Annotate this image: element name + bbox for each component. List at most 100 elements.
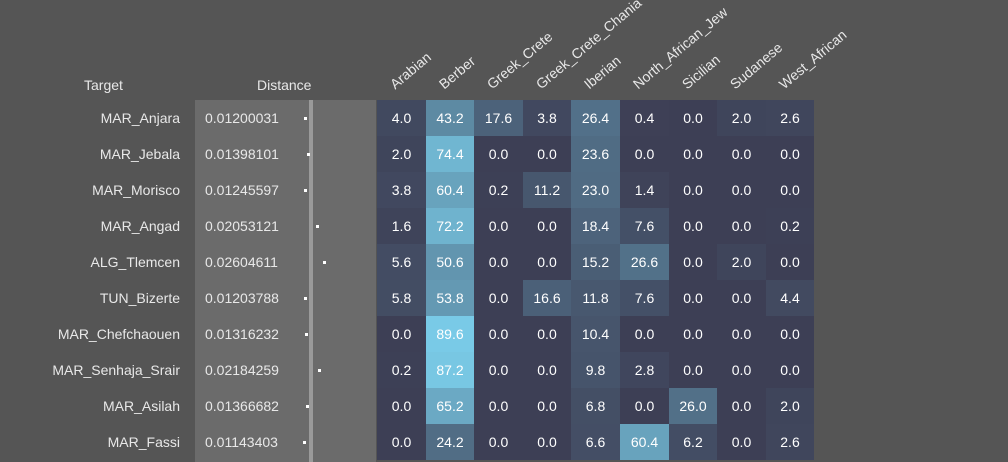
heatmap-cell: 0.0 — [377, 388, 426, 424]
distance-marker — [304, 189, 307, 192]
heatmap-cell: 23.0 — [571, 172, 620, 208]
row-label: MAR_Fassi — [107, 434, 180, 450]
distance-panel — [195, 100, 376, 462]
heatmap-cell: 72.2 — [426, 208, 474, 244]
heatmap-cell: 0.0 — [523, 208, 571, 244]
heatmap-cell: 2.0 — [377, 136, 426, 172]
column-label: Berber — [435, 52, 478, 92]
heatmap-cell: 0.2 — [766, 208, 814, 244]
distance-column-header: Distance — [257, 77, 312, 93]
heatmap-cell: 0.0 — [474, 280, 523, 316]
distance-marker — [316, 225, 319, 228]
heatmap-cell: 1.4 — [620, 172, 669, 208]
heatmap-cell: 65.2 — [426, 388, 474, 424]
heatmap-cell: 17.6 — [474, 100, 523, 136]
heatmap-cell: 0.0 — [717, 208, 766, 244]
heatmap-cell: 16.6 — [523, 280, 571, 316]
distance-marker — [303, 441, 306, 444]
heatmap-cell: 60.4 — [620, 424, 669, 460]
distance-value: 0.02053121 — [205, 218, 279, 234]
distance-marker — [304, 117, 307, 120]
distance-value: 0.01398101 — [205, 146, 279, 162]
row-label: TUN_Bizerte — [99, 290, 180, 306]
distance-value: 0.02184259 — [205, 362, 279, 378]
distance-marker — [305, 333, 308, 336]
heatmap-cell: 0.0 — [523, 388, 571, 424]
heatmap-cell: 6.8 — [571, 388, 620, 424]
heatmap-cell: 0.0 — [669, 316, 717, 352]
heatmap-cell: 0.0 — [474, 136, 523, 172]
heatmap-cell: 0.0 — [717, 136, 766, 172]
heatmap-cell: 26.0 — [669, 388, 717, 424]
heatmap-cell: 0.0 — [669, 352, 717, 388]
column-label: Sudanese — [726, 39, 786, 92]
heatmap-cell: 18.4 — [571, 208, 620, 244]
heatmap-cell: 4.4 — [766, 280, 814, 316]
heatmap-cell: 0.0 — [669, 172, 717, 208]
heatmap-cell: 2.0 — [717, 100, 766, 136]
heatmap-cell: 0.0 — [474, 424, 523, 460]
heatmap-cell: 26.4 — [571, 100, 620, 136]
heatmap-cell: 11.2 — [523, 172, 571, 208]
heatmap-cell: 0.0 — [717, 352, 766, 388]
heatmap-cell: 60.4 — [426, 172, 474, 208]
heatmap-cell: 0.0 — [523, 244, 571, 280]
row-label: MAR_Chefchaouen — [57, 326, 180, 342]
distance-marker — [318, 369, 321, 372]
heatmap-cell: 6.6 — [571, 424, 620, 460]
heatmap-cell: 10.4 — [571, 316, 620, 352]
distance-value: 0.01203788 — [205, 290, 279, 306]
heatmap-cell: 11.8 — [571, 280, 620, 316]
heatmap-cell: 87.2 — [426, 352, 474, 388]
heatmap-cell: 50.6 — [426, 244, 474, 280]
heatmap-cell: 53.8 — [426, 280, 474, 316]
distance-axis-line — [309, 100, 313, 462]
distance-value: 0.01143403 — [205, 434, 278, 450]
heatmap-cell: 5.8 — [377, 280, 426, 316]
heatmap-cell: 0.2 — [474, 172, 523, 208]
heatmap-cell: 3.8 — [377, 172, 426, 208]
heatmap-cell: 2.6 — [766, 100, 814, 136]
heatmap-cell: 5.6 — [377, 244, 426, 280]
column-label: Sicilian — [678, 51, 723, 92]
distance-marker — [323, 261, 326, 264]
heatmap-cell: 0.2 — [377, 352, 426, 388]
heatmap-cell: 23.6 — [571, 136, 620, 172]
heatmap-cell: 89.6 — [426, 316, 474, 352]
heatmap-cell: 15.2 — [571, 244, 620, 280]
column-label: Iberian — [581, 52, 625, 92]
heatmap-cell: 7.6 — [620, 280, 669, 316]
heatmap-cell: 6.2 — [669, 424, 717, 460]
heatmap-cell: 0.0 — [717, 316, 766, 352]
heatmap-cell: 0.0 — [717, 424, 766, 460]
heatmap-cell: 0.0 — [377, 424, 426, 460]
heatmap-cell: 0.0 — [474, 316, 523, 352]
heatmap-cell: 0.0 — [523, 352, 571, 388]
distance-marker — [306, 405, 309, 408]
row-label: ALG_Tlemcen — [90, 254, 180, 270]
heatmap-cell: 0.0 — [523, 136, 571, 172]
column-label: West_African — [775, 26, 850, 92]
heatmap-cell: 0.0 — [669, 244, 717, 280]
heatmap-cell: 2.0 — [717, 244, 766, 280]
heatmap-cell: 26.6 — [620, 244, 669, 280]
heatmap-cell: 0.0 — [766, 244, 814, 280]
heatmap-cell: 0.0 — [669, 208, 717, 244]
heatmap-cell: 2.6 — [766, 424, 814, 460]
row-label: MAR_Asilah — [102, 398, 180, 414]
heatmap-cell: 0.0 — [766, 136, 814, 172]
heatmap-cell: 0.0 — [766, 352, 814, 388]
row-label: MAR_Senhaja_Srair — [52, 362, 180, 378]
heatmap-cell: 0.0 — [669, 280, 717, 316]
heatmap-cell: 0.0 — [669, 136, 717, 172]
heatmap-cell: 0.0 — [717, 388, 766, 424]
heatmap-cell: 24.2 — [426, 424, 474, 460]
heatmap-cell: 0.0 — [620, 136, 669, 172]
heatmap-cell: 2.8 — [620, 352, 669, 388]
heatmap-cell: 1.6 — [377, 208, 426, 244]
heatmap-cell: 74.4 — [426, 136, 474, 172]
distance-value: 0.01366682 — [205, 398, 279, 414]
row-label: MAR_Anjara — [100, 110, 180, 126]
heatmap-cell: 9.8 — [571, 352, 620, 388]
heatmap-cell: 3.8 — [523, 100, 571, 136]
